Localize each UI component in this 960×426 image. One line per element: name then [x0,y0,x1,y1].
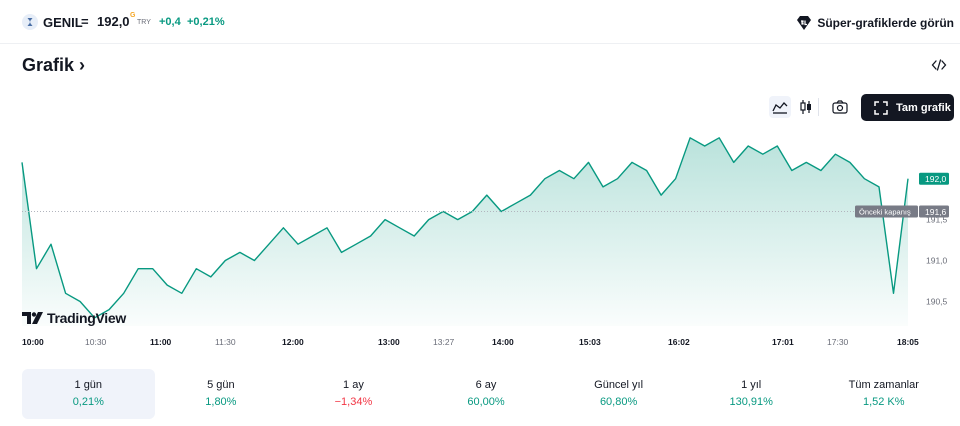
section-title-text: Grafik [22,55,75,75]
range-tab-label: 1 gün [74,379,103,391]
tradingview-wordmark: TradingView [47,310,126,326]
range-tab-change: 60,80% [599,396,638,408]
range-tab[interactable]: 1 yıl 130,91% [685,369,818,419]
price-change: +0,4 [159,16,181,28]
price-flag: G [130,12,136,19]
candlestick-button[interactable] [795,96,817,118]
y-tick-label: 191,0 [926,256,948,266]
price-change-percent: +0,21% [187,16,225,28]
symbol-logo-icon [22,14,38,30]
previous-close-tag [855,205,918,218]
x-tick-label: 13:27 [433,337,455,347]
price-line [21,137,909,319]
code-embed-icon[interactable] [931,57,947,73]
price-chart[interactable]: 191,5 191,0 190,5 10:00 10:30 11:00 11:30 12:0… [0,126,960,352]
symbol-name[interactable]: GENIL [43,15,83,30]
range-tab-change: 60,00% [467,396,505,408]
x-tick-label: 15:03 [579,337,601,347]
chevron-right-icon: › [79,55,86,75]
y-tick-label: 191,5 [926,215,948,225]
range-tab[interactable]: 1 ay −1,34% [287,369,420,419]
range-tab[interactable]: Tüm zamanlar 1,52 K% [817,369,950,419]
area-chart-button[interactable] [769,96,791,118]
range-tab[interactable]: 5 gün 1,80% [155,369,288,419]
x-tick-label: 10:30 [85,337,107,347]
range-tab-change: 1,80% [205,396,237,408]
range-tab[interactable]: 6 ay 60,00% [420,369,553,419]
x-tick-label: 11:30 [215,337,236,347]
symbol-price: 192,0 [97,14,130,29]
range-tab-label: 6 ay [475,379,497,391]
range-tab[interactable]: 1 gün 0,21% [22,369,155,419]
toolbar-divider [818,98,819,116]
x-tick-label: 18:05 [897,337,919,347]
range-tab-change: 0,21% [72,396,104,408]
range-tab-change: −1,34% [334,396,373,408]
chart-section-title[interactable]: Grafik › [22,55,85,76]
previous-close-badge [919,205,949,218]
x-tick-label: 17:30 [827,337,849,347]
x-tick-label: 13:00 [378,337,400,347]
x-tick-label: 10:00 [22,337,44,347]
x-tick-label: 12:00 [282,337,304,347]
symbol-separator: = [81,14,89,29]
x-tick-label: 16:02 [668,337,690,347]
fullscreen-label: Tam grafik [896,101,951,114]
x-tick-label: 17:01 [772,337,794,347]
range-tab-label: 5 gün [207,379,235,391]
y-tick-label: 190,5 [926,296,948,306]
range-tab-change: 130,91% [729,396,773,408]
candlestick-icon [800,100,811,114]
fullscreen-chart-button[interactable]: Tam grafik [861,94,954,121]
symbol-header: GENIL = 192,0 G TRY +0,4 +0,21% Süper-gr… [0,0,960,44]
range-tab-label: Güncel yıl [594,379,644,391]
previous-close-value: 191,6 [925,207,947,217]
range-tab-label: 1 yıl [741,379,762,391]
snapshot-button[interactable] [829,96,851,118]
range-tab[interactable]: Güncel yıl 60,80% [552,369,685,419]
tradingview-watermark: TradingView [22,310,126,326]
fullscreen-icon [874,100,888,115]
x-tick-label: 14:00 [492,337,514,347]
camera-icon [832,100,848,114]
range-tab-label: 1 ay [343,379,364,391]
tradingview-logo-icon [22,312,43,324]
last-price-badge [919,172,949,185]
range-tab-label: Tüm zamanlar [848,379,919,391]
super-charts-link[interactable]: Süper-grafiklerde görün [796,13,954,33]
price-currency: TRY [137,19,151,26]
range-tabs: 1 gün 0,21% 5 gün 1,80% 1 ay −1,34% 6 ay 60,00%… [22,369,950,419]
previous-close-text: Önceki kapanış [859,207,911,216]
area-chart-icon [772,102,788,114]
super-charts-icon [797,16,812,30]
super-charts-label: Süper-grafiklerde görün [817,16,954,30]
price-area-fill [22,137,908,326]
x-tick-label: 11:00 [150,337,172,347]
range-tab-change: 1,52 K% [862,396,905,408]
last-price-label: 192,0 [925,174,947,184]
